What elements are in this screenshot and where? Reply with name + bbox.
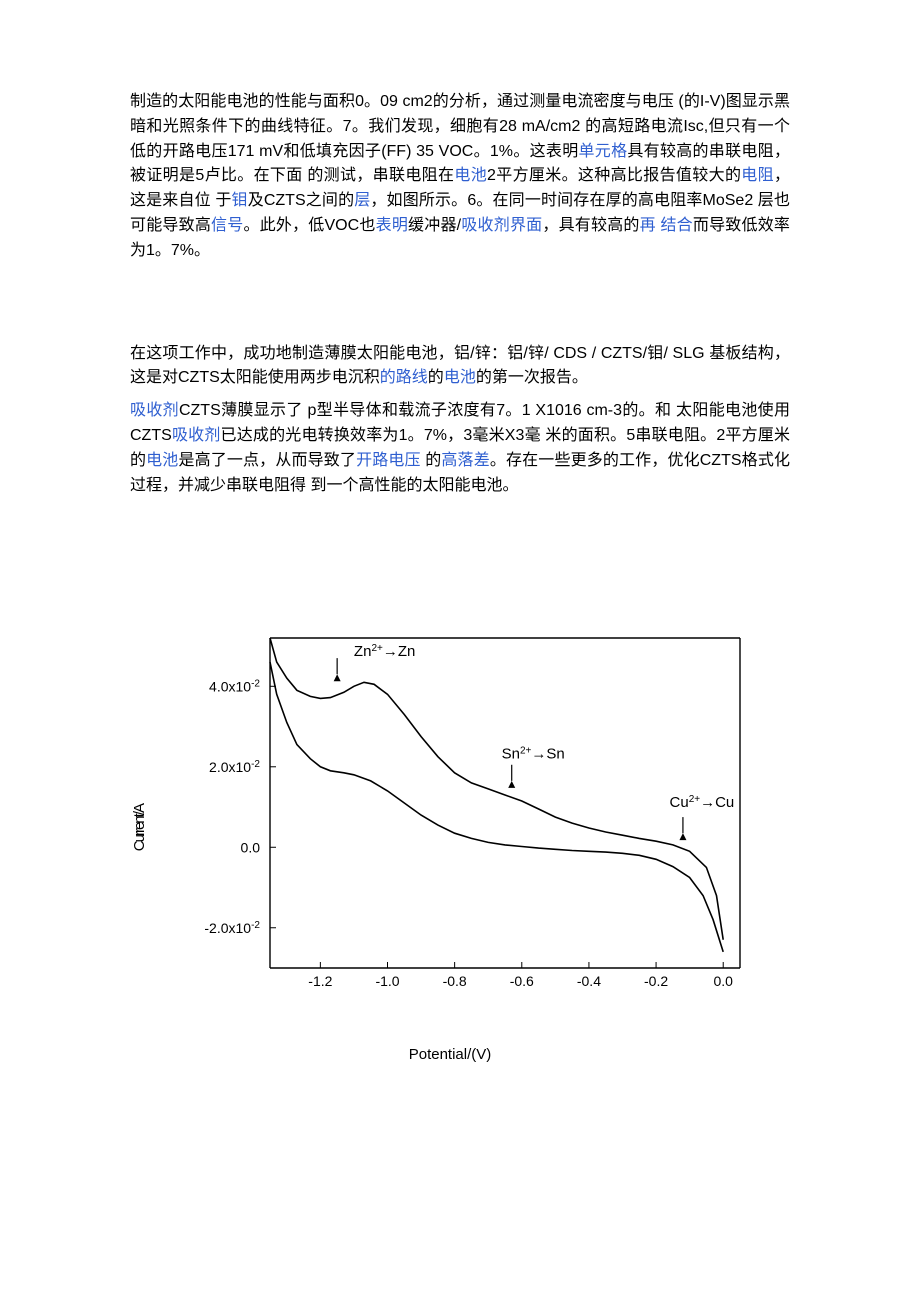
svg-text:-0.8: -0.8 — [443, 973, 467, 989]
svg-text:Sn2+→Sn: Sn2+→Sn — [502, 746, 565, 763]
body-text: ，具有较高的 — [542, 217, 639, 234]
svg-text:0.0: 0.0 — [241, 840, 261, 856]
inline-link[interactable]: 信号 — [211, 217, 243, 234]
svg-text:Cu2+→Cu: Cu2+→Cu — [670, 794, 735, 811]
svg-text:Zn2+→Zn: Zn2+→Zn — [354, 643, 415, 660]
svg-text:-0.6: -0.6 — [510, 973, 534, 989]
body-paragraph-3: 吸收剂CZTS薄膜显示了 p型半导体和载流子浓度有7。1 X1016 cm-3的… — [130, 399, 790, 498]
chart-svg: -1.2 -1.0 -0.8 -0.6 -0.4 -0.2 0.0 -2.0x10-2 0.0 2… — [120, 618, 780, 1038]
body-paragraph-1: 制造的太阳能电池的性能与面积0。09 cm2的分析，通过测量电流密度与电压 (的… — [130, 90, 790, 264]
svg-text:-1.0: -1.0 — [375, 973, 399, 989]
inline-link[interactable]: 单元格 — [578, 143, 627, 160]
inline-link[interactable]: 吸收剂界面 — [461, 217, 542, 234]
inline-link[interactable]: 钼 — [232, 192, 248, 209]
inline-link[interactable]: 电池 — [454, 167, 487, 184]
body-paragraph-2: 在这项工作中，成功地制造薄膜太阳能电池，铝/锌：铝/锌/ CDS / CZTS/… — [130, 342, 790, 392]
svg-text:2.0x10-2: 2.0x10-2 — [209, 759, 260, 775]
inline-link[interactable]: 的路线 — [380, 369, 428, 386]
inline-link[interactable]: 表明 — [376, 217, 408, 234]
cv-chart: Current/A -1.2-1.0-0.8-0.6-0.4-0.20.0-2.… — [120, 618, 780, 1038]
inline-link[interactable]: 开路电压 — [356, 452, 421, 469]
body-text: 缓冲器/ — [408, 217, 461, 234]
body-text: 及CZTS之间的 — [248, 192, 355, 209]
svg-text:-0.2: -0.2 — [644, 973, 668, 989]
inline-link[interactable]: 电池 — [146, 452, 178, 469]
body-text: 。此外，低VOC也 — [243, 217, 375, 234]
inline-link[interactable]: 电池 — [444, 369, 476, 386]
chart-x-axis-label: Potential/(V) — [120, 1043, 780, 1066]
svg-text:-0.4: -0.4 — [577, 973, 601, 989]
body-text: 的 — [428, 369, 444, 386]
inline-link[interactable]: 吸收剂 — [172, 427, 221, 444]
body-text: 2平方厘米。这种高比报告值较大的 — [487, 167, 741, 184]
inline-link[interactable]: 层 — [354, 192, 370, 209]
svg-text:0.0: 0.0 — [713, 973, 733, 989]
svg-text:-1.2: -1.2 — [308, 973, 332, 989]
svg-text:-2.0x10-2: -2.0x10-2 — [204, 920, 260, 936]
inline-link[interactable]: 吸收剂 — [130, 402, 179, 419]
inline-link[interactable]: 电阻 — [741, 167, 774, 184]
inline-link[interactable]: 高落差 — [441, 452, 489, 469]
body-text: 是高了一点，从而导致了 — [178, 452, 356, 469]
inline-link[interactable]: 再 结合 — [640, 217, 693, 234]
svg-text:4.0x10-2: 4.0x10-2 — [209, 679, 260, 695]
body-text: 的 — [421, 452, 442, 469]
body-text: 的第一次报告。 — [476, 369, 588, 386]
